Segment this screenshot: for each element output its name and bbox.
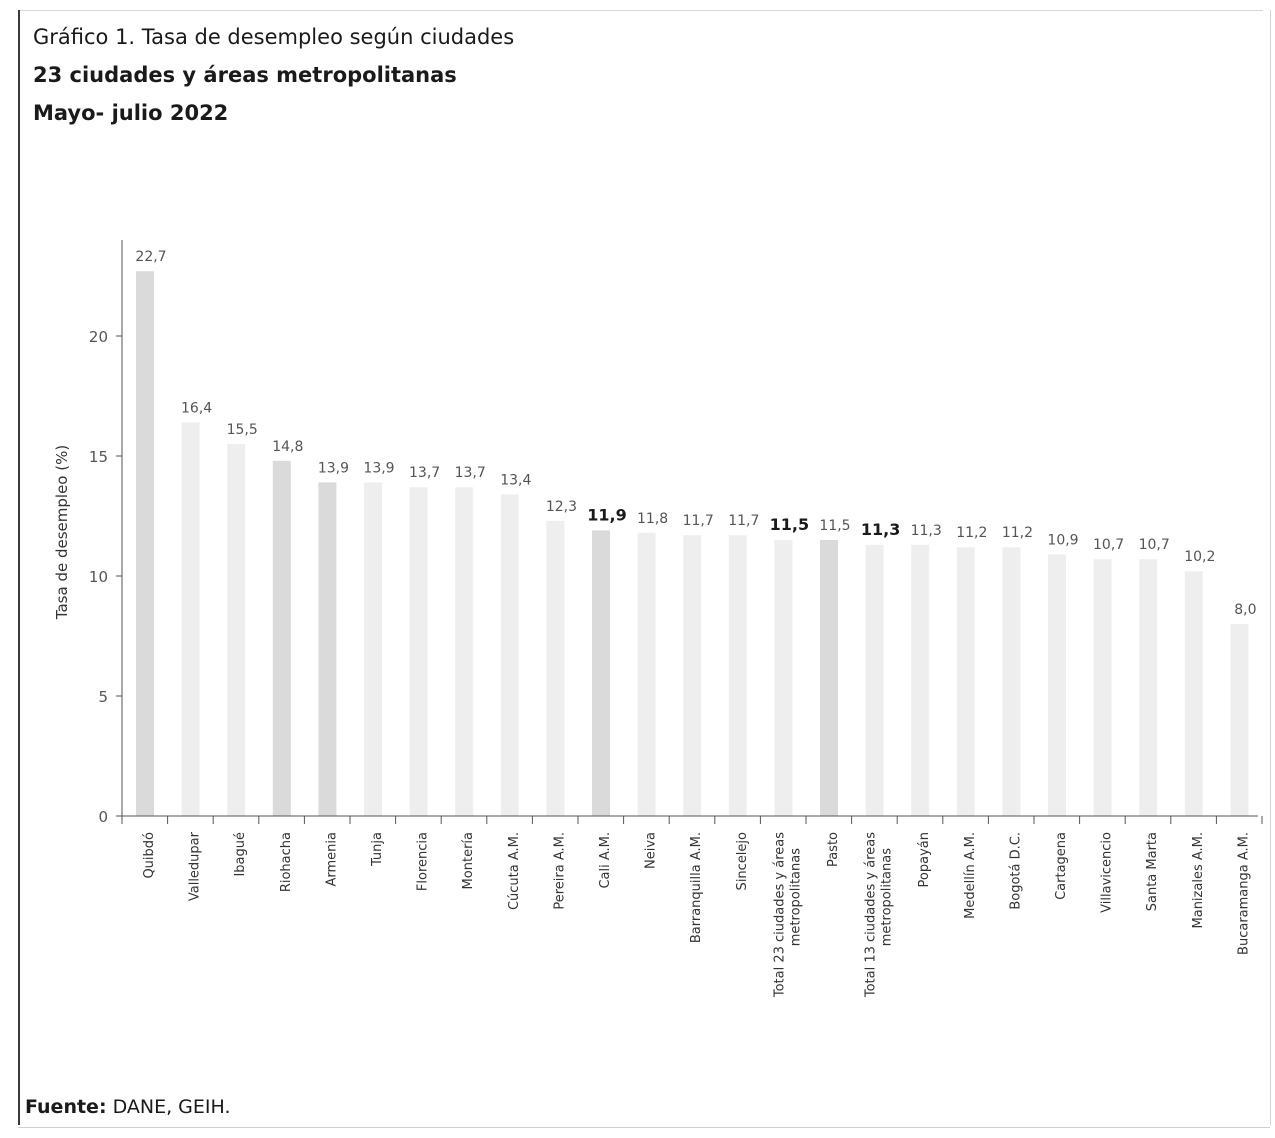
- data-label-23: 10,2: [1184, 549, 1215, 565]
- category-label-16: Total 13 ciudades y áreasmetropolitanas: [864, 832, 895, 998]
- bar-6: [409, 487, 428, 816]
- bar-15: [820, 540, 838, 816]
- frame-top-border: [18, 10, 1263, 11]
- frame-left-border: [18, 10, 20, 1125]
- data-label-21: 10,7: [1093, 537, 1124, 553]
- y-tick-label-10: 10: [89, 568, 108, 586]
- data-label-9: 12,3: [546, 499, 577, 515]
- chart-period: Mayo- julio 2022: [33, 101, 229, 125]
- bar-23: [1184, 571, 1203, 816]
- y-tick-label-5: 5: [98, 688, 108, 706]
- source-note: Fuente: DANE, GEIH.: [25, 1096, 231, 1118]
- data-label-8: 13,4: [500, 472, 531, 488]
- data-label-5: 13,9: [363, 460, 394, 476]
- data-label-22: 10,7: [1139, 537, 1170, 553]
- bar-21: [1093, 559, 1112, 816]
- y-tick-label-20: 20: [89, 328, 108, 346]
- category-label-1: Valledupar: [188, 831, 203, 901]
- data-label-1: 16,4: [181, 400, 212, 416]
- data-label-18: 11,2: [956, 525, 987, 541]
- category-label-18: Medellín A.M.: [963, 832, 978, 919]
- y-tick-label-0: 0: [98, 808, 108, 826]
- bar-22: [1139, 559, 1158, 816]
- data-label-10: 11,9: [587, 505, 626, 524]
- y-axis-title: Tasa de desempleo (%): [53, 445, 71, 620]
- bar-17: [911, 544, 930, 816]
- category-label-24: Bucaramanga A.M.: [1236, 832, 1251, 955]
- category-label-21: Villavicencio: [1100, 832, 1115, 913]
- bar-7: [455, 487, 474, 816]
- data-label-20: 10,9: [1047, 532, 1078, 548]
- category-label-2: Ibagué: [233, 832, 248, 877]
- category-label-23: Manizales A.M.: [1191, 832, 1206, 928]
- data-label-0: 22,7: [135, 249, 166, 265]
- bar-16: [865, 544, 884, 816]
- bar-14: [774, 540, 793, 816]
- category-label-22: Santa Marta: [1145, 832, 1160, 911]
- data-label-2: 15,5: [227, 422, 258, 438]
- category-label-13: Sincelejo: [735, 832, 750, 890]
- bar-2: [227, 444, 246, 816]
- data-label-16: 11,3: [861, 520, 900, 539]
- data-label-4: 13,9: [318, 460, 349, 476]
- y-tick-label-15: 15: [89, 448, 108, 466]
- bar-19: [1002, 547, 1021, 816]
- data-label-14: 11,5: [770, 515, 809, 534]
- bar-8: [500, 494, 519, 816]
- data-label-12: 11,7: [683, 513, 714, 529]
- data-label-6: 13,7: [409, 465, 440, 481]
- data-label-17: 11,3: [911, 523, 942, 539]
- category-label-3: Riohacha: [279, 832, 294, 892]
- data-label-19: 11,2: [1002, 525, 1033, 541]
- bar-20: [1048, 554, 1066, 816]
- category-label-15: Pasto: [826, 832, 841, 867]
- bar-4: [318, 482, 337, 816]
- category-label-17: Popayán: [917, 832, 932, 887]
- data-label-15: 11,5: [819, 518, 850, 534]
- data-label-13: 11,7: [728, 513, 759, 529]
- category-label-12: Barranquilla A.M.: [689, 832, 704, 943]
- category-label-6: Florencia: [416, 832, 431, 891]
- bar-5: [364, 482, 382, 816]
- source-label: Fuente:: [25, 1096, 107, 1118]
- category-label-9: Pereira A.M.: [552, 832, 567, 910]
- category-label-5: Tunja: [370, 832, 385, 867]
- category-label-10: Cali A.M.: [598, 832, 613, 889]
- frame-bottom-border: [18, 1127, 1270, 1128]
- bar-3: [272, 460, 291, 816]
- bar-24: [1230, 624, 1249, 816]
- bar-10: [592, 530, 610, 816]
- category-label-19: Bogotá D.C.: [1008, 832, 1023, 910]
- data-label-3: 14,8: [272, 439, 303, 455]
- bar-9: [546, 520, 565, 816]
- category-label-8: Cúcuta A.M.: [507, 832, 522, 910]
- bar-12: [683, 535, 702, 816]
- data-label-7: 13,7: [455, 465, 486, 481]
- category-label-11: Neiva: [644, 832, 659, 869]
- bar-13: [728, 535, 747, 816]
- chart-subtitle: 23 ciudades y áreas metropolitanas: [33, 63, 457, 87]
- category-label-0: Quibdó: [142, 832, 157, 879]
- bar-1: [181, 422, 200, 816]
- frame-right-border: [1270, 10, 1271, 1125]
- category-label-14: Total 23 ciudades y áreasmetropolitanas: [772, 832, 803, 998]
- bar-0: [136, 271, 154, 816]
- bar-18: [956, 547, 975, 816]
- bar-11: [637, 532, 656, 816]
- category-label-20: Cartagena: [1054, 832, 1069, 900]
- data-label-24: 8,0: [1234, 602, 1256, 618]
- category-label-7: Montería: [461, 832, 476, 889]
- category-label-4: Armenia: [324, 832, 339, 887]
- data-label-11: 11,8: [637, 511, 668, 527]
- chart-title: Gráfico 1. Tasa de desempleo según ciuda…: [33, 25, 515, 49]
- source-text: DANE, GEIH.: [112, 1096, 231, 1118]
